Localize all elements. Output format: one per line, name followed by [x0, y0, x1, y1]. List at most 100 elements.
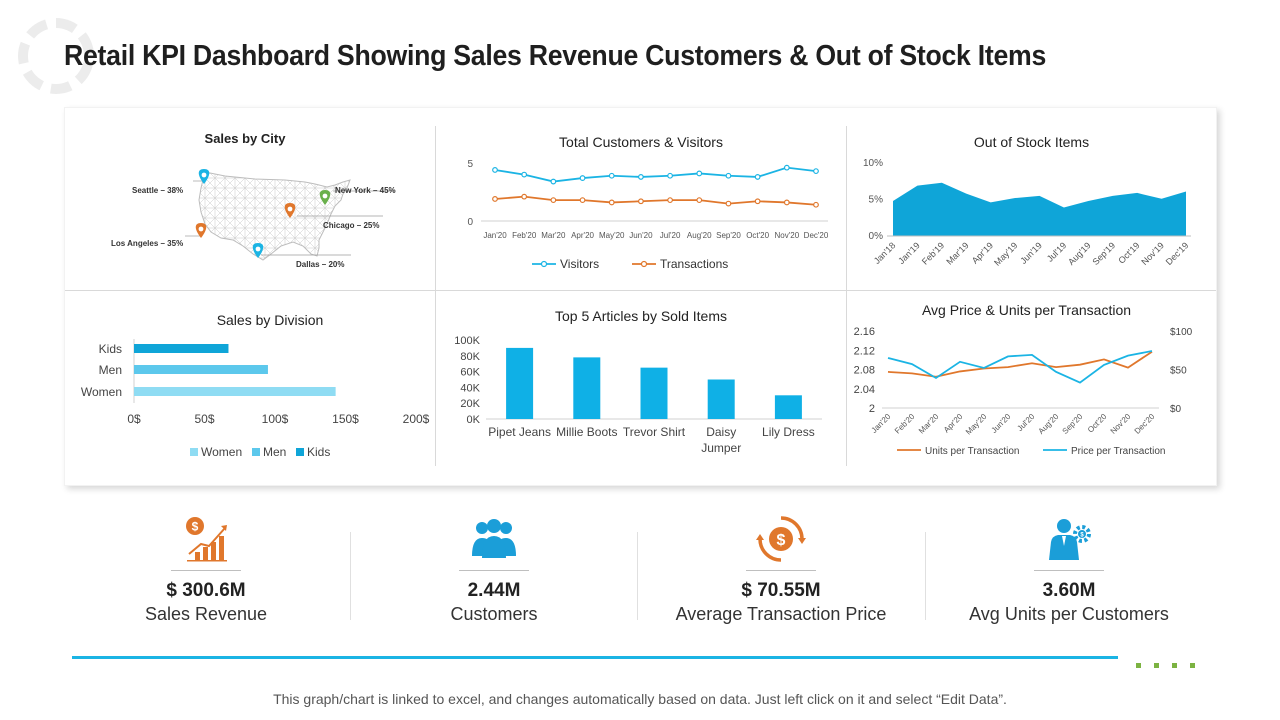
- x-tick-label: Aug'20: [687, 231, 712, 240]
- division-bar: [134, 365, 268, 374]
- kpi-value: 2.44M: [467, 580, 521, 601]
- x-tick-label: Oct'20: [1086, 412, 1109, 435]
- x-tick-label: Aug'19: [1066, 240, 1093, 267]
- x-tick-label: Mar'19: [944, 240, 970, 266]
- x-tick-label: Feb'19: [920, 240, 946, 266]
- avg-price-units-chart[interactable]: Avg Price & Units per Transaction 2.16 2.…: [847, 291, 1216, 485]
- data-point: [696, 170, 703, 177]
- legend-label: Transactions: [660, 257, 728, 271]
- data-point: [521, 171, 528, 178]
- divider: [435, 126, 436, 466]
- data-point: [638, 174, 644, 180]
- legend-label: Visitors: [560, 257, 599, 271]
- x-tick-label: Jan'19: [896, 240, 922, 266]
- data-point: [783, 199, 790, 206]
- kpi-underline: [746, 570, 816, 571]
- x-tick-label: Jun'20: [629, 231, 653, 240]
- x-tick-label: 50$: [194, 412, 214, 426]
- kpi-value: $ 300.6M: [166, 580, 246, 601]
- kpi-divider: [350, 532, 351, 620]
- y-tick-label: 0K: [467, 414, 481, 426]
- x-tick-label: 150$: [332, 412, 359, 426]
- y-tick-label: 10%: [863, 158, 883, 169]
- data-point: [783, 164, 790, 171]
- x-tick-label: Feb'20: [893, 412, 917, 436]
- y-tick-label: Women: [81, 385, 122, 399]
- series-line: [494, 166, 817, 183]
- page-title: Retail KPI Dashboard Showing Sales Reven…: [64, 40, 1047, 72]
- x-tick-label: Apr'20: [571, 231, 594, 240]
- legend-label: Men: [263, 445, 286, 459]
- y-tick-label: 2: [869, 403, 875, 415]
- x-tick-label: May'20: [599, 231, 625, 240]
- x-tick-label: Millie Boots: [556, 425, 617, 439]
- usa-map-shape: [198, 171, 351, 261]
- data-point: [667, 172, 673, 179]
- x-tick-label: Aug'20: [1037, 412, 1061, 436]
- y-tick-label: 80K: [460, 351, 480, 363]
- data-point: [521, 193, 528, 200]
- accent-bar: [72, 656, 1118, 659]
- x-tick-label: Jun'19: [1018, 240, 1044, 266]
- y-tick-label: 0: [467, 217, 473, 228]
- x-tick-label: May'19: [992, 240, 1019, 267]
- legend-marker: [640, 260, 648, 268]
- x-tick-label: Pipet Jeans: [488, 425, 551, 439]
- x-tick-label: Dec'19: [1164, 240, 1191, 267]
- data-point: [754, 198, 761, 205]
- x-tick-label: Jun'20: [990, 412, 1013, 435]
- data-point: [608, 199, 615, 206]
- sales-by-city-chart[interactable]: Sales by City Seattle – 38% New York – 45…: [65, 108, 435, 290]
- top5-articles-plot: 100K 80K 60K 40K 20K 0K Pipet Jeans Millie Boot…: [454, 335, 822, 455]
- y2-tick-label: $0: [1170, 404, 1182, 415]
- y-tick-label: 2.12: [854, 345, 875, 357]
- y-tick-label: Men: [99, 363, 122, 377]
- chart-title: Avg Price & Units per Transaction: [921, 302, 1132, 318]
- x-tick-label: Mar'20: [917, 412, 941, 436]
- division-bar: [134, 387, 336, 396]
- divider: [846, 126, 847, 466]
- x-tick-label: Jumper: [701, 441, 741, 455]
- data-point: [492, 196, 498, 202]
- legend-label: Price per Transaction: [1071, 446, 1166, 457]
- data-point: [813, 168, 819, 175]
- top5-articles-chart[interactable]: Top 5 Articles by Sold Items 100K 80K 60K 4…: [436, 291, 846, 485]
- area-series: [893, 182, 1186, 236]
- data-point: [550, 197, 557, 204]
- data-point: [579, 175, 586, 181]
- x-tick-label: 200$: [403, 412, 430, 426]
- data-point: [696, 197, 703, 204]
- customers-visitors-chart[interactable]: Total Customers & Visitors 5 0 Jan'20 Feb'2…: [436, 108, 846, 290]
- y2-tick-label: $50: [1170, 366, 1187, 377]
- kpi-divider: [637, 532, 638, 620]
- legend-marker: [540, 260, 548, 268]
- x-tick-label: Dec'20: [1133, 412, 1157, 436]
- article-bar: [506, 347, 534, 419]
- svg-text:$: $: [777, 532, 786, 549]
- y-tick-label: 5: [467, 159, 473, 170]
- x-tick-label: Jan'18: [872, 240, 898, 266]
- chart-title: Top 5 Articles by Sold Items: [555, 308, 727, 324]
- kpi-label: Average Transaction Price: [675, 604, 887, 624]
- legend-swatch: [296, 448, 304, 456]
- city-label: Los Angeles – 35%: [111, 239, 183, 248]
- x-tick-label: Sep'20: [1061, 412, 1085, 436]
- x-tick-label: Feb'20: [512, 231, 537, 240]
- x-tick-label: Dec'20: [804, 231, 829, 240]
- charts-panel: Sales by City Seattle – 38% New York – 45…: [64, 107, 1217, 486]
- out-of-stock-chart[interactable]: Out of Stock Items 10% 5% 0% Jan'18 Jan'19 Fe…: [847, 108, 1216, 290]
- x-tick-label: Apr'20: [942, 412, 965, 435]
- division-bar: [134, 344, 229, 353]
- data-point: [579, 197, 586, 204]
- svg-text:$: $: [192, 520, 199, 534]
- city-label: Seattle – 38%: [132, 186, 183, 195]
- series-line: [887, 350, 1153, 384]
- chart-title: Sales by Division: [216, 312, 324, 328]
- sales-by-division-chart[interactable]: Sales by Division Kids Men Women 0$ 50$ 100$ 1…: [65, 291, 435, 485]
- sales-by-division-plot: Kids Men Women 0$ 50$ 100$ 150$ 200$ Women Men Kid…: [81, 339, 430, 459]
- y-tick-label: 40K: [460, 382, 480, 394]
- data-point: [638, 198, 644, 205]
- chart-title: Total Customers & Visitors: [559, 134, 723, 150]
- data-point: [550, 178, 557, 185]
